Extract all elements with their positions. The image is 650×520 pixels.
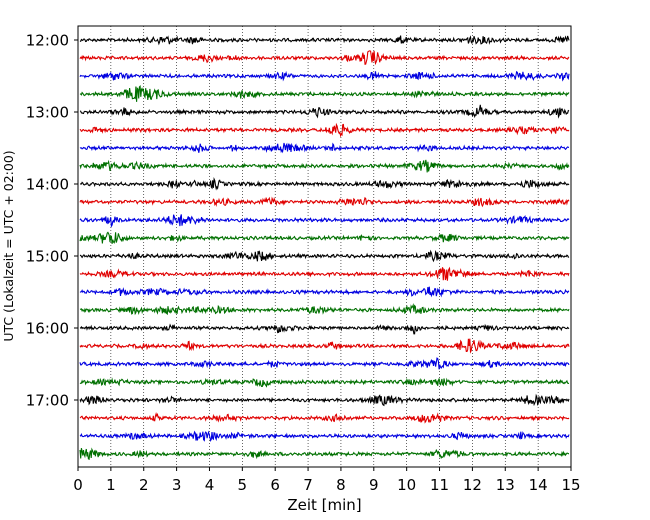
seismic-traces [79, 35, 570, 461]
trace-row-12:15 [79, 50, 570, 66]
trace-row-13:45 [79, 159, 570, 173]
x-tick-label: 4 [205, 476, 215, 494]
x-tick-label: 8 [336, 476, 346, 494]
y-axis-ticks: 12:00 13:00 14:00 15:00 16:00 17:00 [26, 32, 78, 410]
x-tick-label: 0 [73, 476, 83, 494]
trace-row-14:30 [79, 214, 570, 228]
trace-row-15:30 [79, 286, 570, 298]
trace-row-12:00 [79, 35, 570, 46]
x-tick-label: 15 [561, 476, 580, 494]
x-tick-label: 5 [238, 476, 248, 494]
x-tick-label: 13 [496, 476, 515, 494]
trace-row-17:00 [79, 393, 570, 407]
trace-row-17:30 [79, 430, 570, 442]
trace-row-13:00 [79, 104, 570, 119]
plot-frame [77, 25, 572, 468]
trace-row-16:15 [79, 338, 570, 354]
x-tick-label: 9 [369, 476, 379, 494]
x-tick-label: 11 [430, 476, 449, 494]
trace-row-15:00 [79, 249, 570, 263]
trace-row-13:15 [79, 122, 570, 138]
trace-row-16:30 [79, 357, 570, 370]
trace-row-14:00 [80, 176, 570, 191]
y-axis-label: UTC (Lokalzeit = UTC + 02:00) [1, 150, 16, 341]
trace-row-13:30 [79, 142, 569, 154]
trace-row-14:45 [79, 231, 570, 244]
trace-row-14:15 [79, 196, 570, 208]
trace-row-17:45 [79, 447, 569, 461]
x-axis-ticks: 0 1 2 3 4 5 6 7 8 9 10 11 12 13 14 15 [73, 467, 581, 494]
y-tick-label: 13:00 [26, 104, 69, 122]
trace-row-15:15 [79, 266, 570, 281]
x-tick-label: 12 [463, 476, 482, 494]
trace-row-15:45 [79, 302, 570, 316]
x-tick-label: 14 [529, 476, 548, 494]
y-tick-label: 17:00 [26, 392, 69, 410]
trace-row-12:30 [79, 70, 570, 82]
trace-row-17:15 [79, 411, 570, 424]
y-tick-label: 15:00 [26, 248, 69, 266]
trace-row-16:00 [79, 323, 570, 335]
x-tick-label: 6 [270, 476, 280, 494]
x-tick-label: 3 [172, 476, 182, 494]
trace-row-12:45 [79, 85, 570, 102]
x-tick-label: 2 [139, 476, 149, 494]
x-tick-label: 1 [106, 476, 116, 494]
x-axis-label: Zeit [min] [287, 496, 361, 514]
y-tick-label: 14:00 [26, 176, 69, 194]
y-tick-label: 12:00 [26, 32, 69, 50]
x-tick-label: 10 [397, 476, 416, 494]
trace-row-16:45 [79, 377, 570, 388]
y-tick-label: 16:00 [26, 320, 69, 338]
x-tick-label: 7 [303, 476, 313, 494]
